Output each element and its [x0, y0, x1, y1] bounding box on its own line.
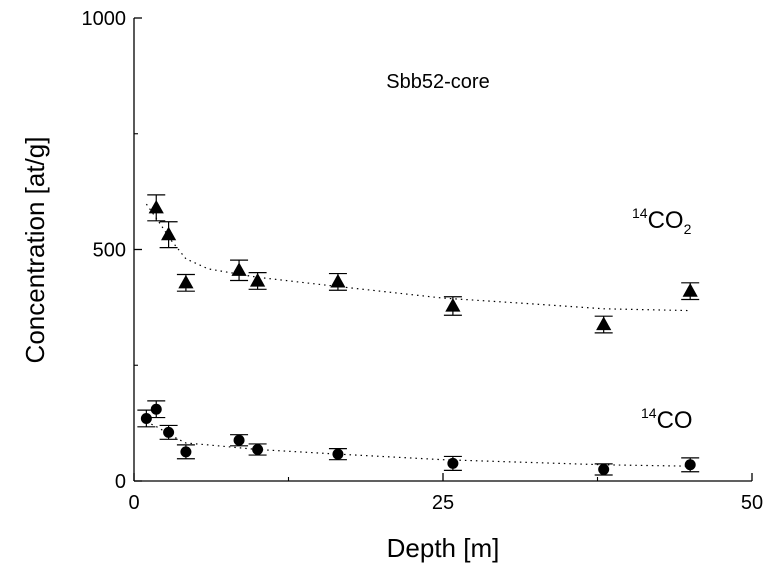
series-label-co: 14CO: [641, 405, 693, 434]
data-point-co2: [147, 194, 166, 222]
data-point-co: [230, 434, 249, 447]
series-label-co2: 14CO2: [632, 205, 692, 237]
triangle-marker: [445, 297, 461, 312]
circle-marker: [684, 459, 696, 471]
fit-curve-co: [146, 421, 691, 467]
data-point-co2: [443, 296, 462, 316]
circle-marker: [180, 446, 192, 458]
triangle-marker: [161, 226, 177, 241]
data-point-co2: [176, 273, 195, 292]
y-tick-label: 500: [93, 240, 126, 262]
triangle-marker: [330, 273, 346, 288]
data-point-co: [159, 424, 178, 440]
circle-marker: [233, 434, 245, 446]
triangle-marker: [596, 316, 612, 331]
fit-curve-co2: [145, 203, 691, 312]
data-point-co2: [681, 282, 700, 301]
data-point-co: [248, 443, 267, 456]
data-point-co: [594, 463, 613, 476]
circle-marker: [163, 426, 175, 438]
series-label-co2-sub: 2: [684, 221, 692, 237]
triangle-marker: [231, 262, 247, 276]
x-axis-label: Depth [m]: [387, 533, 500, 563]
data-point-co2: [248, 272, 267, 290]
data-point-co2: [594, 315, 613, 334]
x-tick-label: 25: [432, 492, 454, 514]
data-point-co: [328, 447, 347, 461]
series-label-co2-main: CO: [648, 207, 684, 234]
data-point-co: [443, 455, 462, 471]
circle-marker: [252, 444, 264, 456]
circle-marker: [332, 448, 344, 460]
series-label-co-sup: 14: [641, 405, 657, 421]
series-label-co2-sup: 14: [632, 205, 648, 221]
chart-title: Sbb52-core: [386, 71, 489, 93]
circle-marker: [598, 463, 610, 475]
data-point-co: [681, 457, 700, 473]
data-point-co2: [328, 272, 347, 291]
circle-marker: [447, 457, 459, 469]
circle-marker: [150, 403, 162, 415]
triangle-marker: [682, 283, 698, 297]
y-tick-label: 0: [115, 471, 126, 493]
data-point-co: [147, 400, 166, 419]
data-point-co: [176, 444, 195, 460]
y-axis-label: Concentration [at/g]: [20, 137, 50, 364]
triangle-marker: [148, 199, 164, 214]
triangle-marker: [250, 272, 266, 287]
x-tick-label: 50: [741, 492, 763, 514]
series-label-co-main: CO: [657, 407, 693, 434]
fit-curves: [145, 203, 691, 467]
data-points: [137, 194, 700, 476]
data-point-co2: [159, 221, 178, 249]
y-tick-label: 1000: [82, 8, 127, 30]
x-tick-label: 0: [128, 492, 139, 514]
triangle-marker: [178, 274, 194, 289]
data-point-co2: [230, 259, 249, 282]
circle-marker: [140, 412, 152, 424]
